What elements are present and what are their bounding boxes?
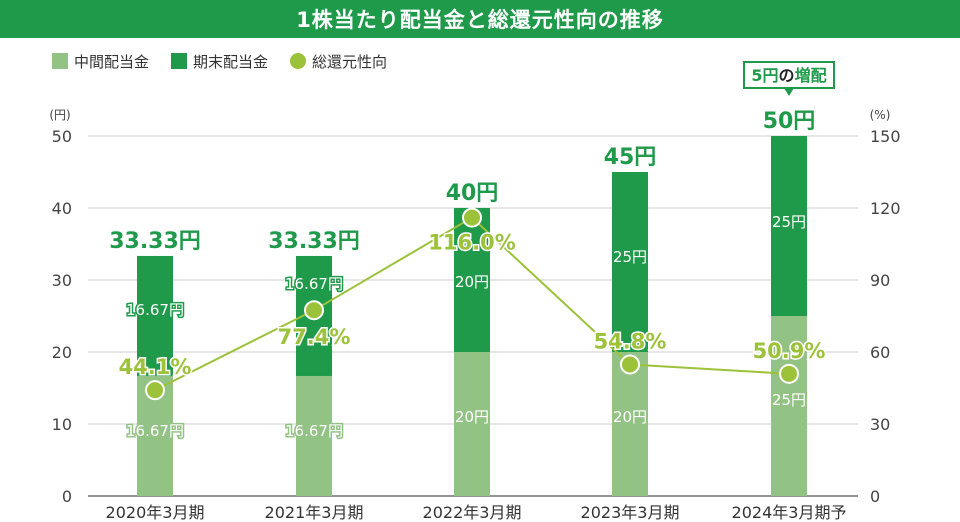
bar-label-interim: 20円 — [613, 408, 647, 426]
bar-label-year-end: 20円 — [455, 273, 489, 291]
payout-point — [462, 207, 482, 228]
payout-point — [779, 363, 799, 384]
left-tick-label: 30 — [52, 271, 72, 290]
legend-swatch-year-end — [171, 53, 188, 69]
bar-year-end — [454, 208, 490, 352]
left-tick-label: 40 — [52, 199, 72, 218]
right-tick-label: 60 — [870, 343, 890, 362]
legend-label-interim: 中間配当金 — [74, 52, 150, 71]
bar-year-end — [771, 136, 807, 316]
bar-label-interim: 25円 — [772, 391, 806, 409]
right-axis-unit: (%) — [870, 108, 891, 122]
payout-label: 44.1% — [119, 355, 192, 379]
bar-label-interim: 16.67円 — [285, 422, 343, 440]
x-tick-label: 2024年3月期予 — [732, 503, 847, 522]
callout-box — [743, 61, 835, 89]
left-axis-unit: (円) — [49, 108, 70, 122]
bar-interim — [771, 316, 807, 496]
payout-point — [620, 354, 640, 375]
legend-item-payout: 総還元性向 — [290, 51, 387, 72]
left-tick-label: 10 — [52, 415, 72, 434]
payout-label: 77.4% — [278, 325, 351, 349]
x-tick-label: 2022年3月期 — [423, 503, 522, 522]
bar-year-end — [612, 172, 648, 352]
legend: 中間配当金 期末配当金 総還元性向 — [52, 50, 409, 72]
x-tick-label: 2021年3月期 — [265, 503, 364, 522]
right-tick-label: 150 — [870, 127, 901, 146]
bar-label-year-end: 25円 — [613, 248, 647, 266]
right-tick-label: 120 — [870, 199, 901, 218]
bar-interim — [296, 375, 332, 496]
legend-item-year-end: 期末配当金 — [171, 51, 268, 72]
bar-label-interim: 20円 — [455, 408, 489, 426]
bar-interim — [454, 352, 490, 496]
legend-item-interim: 中間配当金 — [52, 51, 149, 72]
x-tick-label: 2020年3月期 — [106, 503, 205, 522]
callout-text-part: 5円 — [751, 66, 778, 85]
payout-label: 54.8% — [594, 329, 667, 353]
legend-label-year-end: 期末配当金 — [193, 52, 269, 71]
bar-total-label: 45円 — [604, 145, 657, 170]
right-tick-label: 30 — [870, 415, 890, 434]
callout-text-part: 増配 — [795, 66, 827, 85]
bar-label-interim: 16.67円 — [126, 422, 184, 440]
bar-label-year-end: 25円 — [772, 213, 806, 231]
payout-point — [304, 300, 324, 321]
right-tick-label: 0 — [870, 487, 880, 506]
bar-interim — [612, 352, 648, 496]
payout-point — [145, 380, 165, 401]
left-tick-label: 50 — [52, 127, 72, 146]
callout-text-part: の — [779, 66, 795, 85]
bar-year-end — [137, 255, 173, 376]
bar-label-year-end: 16.67円 — [126, 301, 184, 319]
legend-label-payout: 総還元性向 — [312, 52, 388, 71]
chart-title: 1株当たり配当金と総還元性向の推移 — [0, 0, 960, 38]
x-tick-label: 2023年3月期 — [581, 503, 680, 522]
left-tick-label: 0 — [62, 487, 72, 506]
legend-swatch-interim — [52, 53, 68, 69]
payout-label: 116.0% — [428, 231, 515, 255]
left-tick-label: 20 — [52, 343, 72, 362]
callout-text: 5円の増配 — [751, 66, 826, 85]
callout-pointer — [784, 88, 794, 96]
bar-total-label: 50円 — [763, 109, 816, 134]
bar-total-label: 33.33円 — [109, 229, 201, 254]
payout-label: 50.9% — [753, 339, 826, 363]
legend-swatch-payout — [290, 53, 307, 69]
bar-total-label: 33.33円 — [268, 229, 360, 254]
bar-total-label: 40円 — [446, 181, 499, 206]
bar-label-year-end: 16.67円 — [285, 275, 343, 293]
right-tick-label: 90 — [870, 271, 890, 290]
